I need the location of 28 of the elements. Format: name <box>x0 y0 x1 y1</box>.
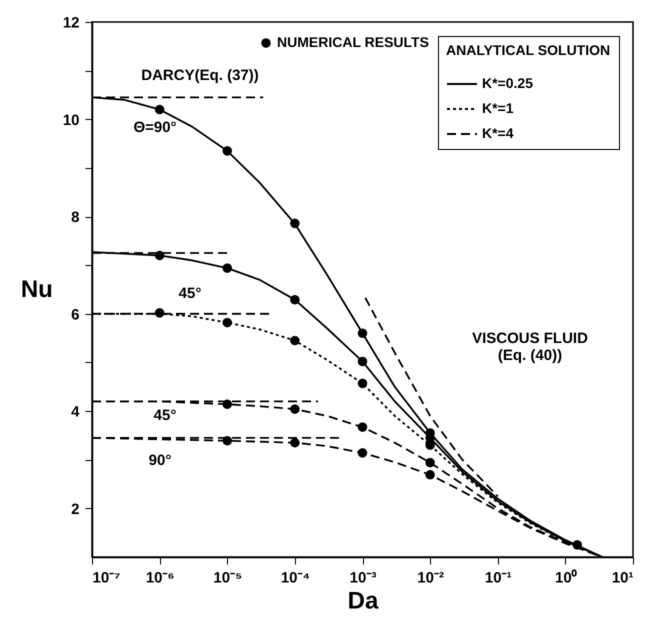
x-tick-label: 10¹ <box>612 570 634 586</box>
y-tick-label: 10 <box>62 112 80 129</box>
legend-title: ANALYTICAL SOLUTION <box>446 42 610 58</box>
legend-label: K*=4 <box>482 125 514 141</box>
annotation: 45° <box>154 407 176 424</box>
x-tick-label: 10⁻² <box>417 570 444 586</box>
annotation: DARCY(Eq. (37)) <box>141 67 259 84</box>
x-tick-label: 10⁻³ <box>350 570 376 586</box>
legend-label: NUMERICAL RESULTS <box>277 34 429 50</box>
x-tick-label: 10⁻⁵ <box>213 570 242 586</box>
annotation: 45° <box>178 285 202 302</box>
x-tick-label: 10⁻⁶ <box>146 570 174 586</box>
y-tick-label: 6 <box>71 306 80 324</box>
annotation: 90° <box>148 452 172 469</box>
annotation: Θ=90° <box>133 119 177 136</box>
y-tick-label: 4 <box>71 404 80 421</box>
legend-label: K*=0.25 <box>482 75 534 91</box>
x-tick-label: 10⁻⁴ <box>280 570 310 586</box>
y-tick-label: 8 <box>71 209 80 226</box>
y-tick-label: 12 <box>62 14 80 32</box>
y-tick-label: 2 <box>71 500 80 518</box>
x-axis-title: Da <box>348 588 379 614</box>
annotation: VISCOUS FLUID (Eq. (40)) <box>472 330 588 364</box>
x-tick-label: 10⁻¹ <box>484 570 512 586</box>
x-tick-label: 10⁻⁷ <box>92 570 120 586</box>
x-tick-label: 10⁰ <box>555 568 578 586</box>
legend-label: K*=1 <box>482 100 514 116</box>
y-axis-title: Nu <box>20 276 53 303</box>
